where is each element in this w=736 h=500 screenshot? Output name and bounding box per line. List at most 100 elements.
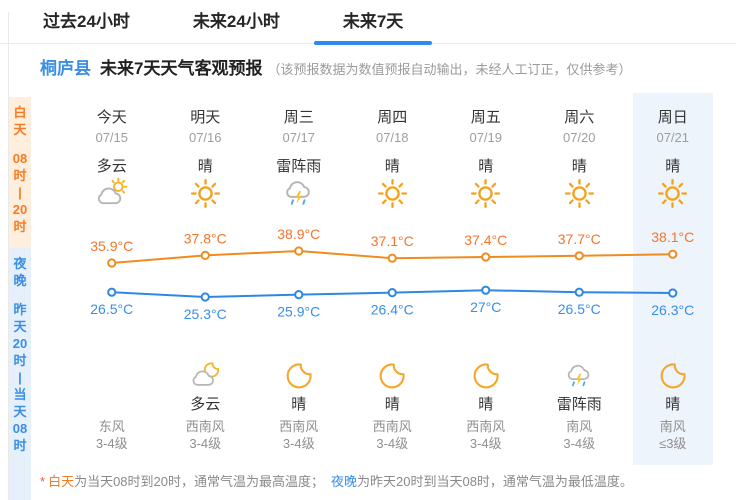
svg-text:37.8°C: 37.8°C <box>184 230 227 246</box>
day-weather-icon <box>346 177 440 213</box>
svg-text:26.3°C: 26.3°C <box>651 302 694 318</box>
svg-text:37.4°C: 37.4°C <box>464 232 507 248</box>
day-condition: 晴 <box>571 158 587 175</box>
page-title: 未来7天天气客观预报 <box>100 59 263 78</box>
wind-direction: 西南风 <box>372 419 412 434</box>
temperature-chart-row: 35.9°C 37.8°C 38.9°C 37.1°C 37.4°C 37.7°C 38.1… <box>65 213 720 353</box>
wind-level: 3-4级 <box>95 436 128 451</box>
day-condition: 多云 <box>96 158 127 175</box>
wind-direction: 东风 <box>98 419 125 434</box>
day-name: 今天 <box>96 109 127 126</box>
svg-text:27°C: 27°C <box>470 299 501 315</box>
day-condition: 雷阵雨 <box>276 158 322 175</box>
day-weather-icon <box>65 177 159 213</box>
wind-cell: 西南风 3-4级 <box>159 418 253 452</box>
wind-direction: 南风 <box>659 419 686 434</box>
day-condition: 晴 <box>384 158 400 175</box>
day-weather-icon <box>533 177 627 213</box>
footnote-night-text: 为昨天20时到当天08时，通常气温为最低温度。 <box>357 474 633 489</box>
day-date: 07/19 <box>469 130 503 145</box>
svg-text:25.3°C: 25.3°C <box>184 306 227 322</box>
tab-next-24h[interactable]: 未来24小时 <box>192 11 280 31</box>
wind-row: 东风 3-4级 西南风 3-4级 西南风 3-4级 西南风 3-4级 西南风 3-4级 南… <box>65 418 720 452</box>
wind-cell: 西南风 3-4级 <box>439 418 533 452</box>
footnote-day-term: 白天 <box>48 474 75 489</box>
wind-level: ≤3级 <box>659 436 687 451</box>
day-date: 07/16 <box>188 130 222 145</box>
svg-text:38.9°C: 38.9°C <box>277 226 320 242</box>
wind-direction: 西南风 <box>466 419 506 434</box>
wind-cell: 西南风 3-4级 <box>252 418 346 452</box>
night-weather-icon <box>439 353 533 391</box>
night-condition: 晴 <box>384 396 400 413</box>
wind-direction: 南风 <box>566 419 593 434</box>
highlighted-column-background <box>632 93 713 465</box>
day-weather-icon <box>159 177 253 213</box>
sidebar-night-label: 夜晚昨天 20 时 | 当天 08 时 <box>9 248 31 500</box>
day-date: 07/20 <box>562 130 596 145</box>
night-condition: 雷阵雨 <box>556 396 602 413</box>
night-weather-icon-row <box>65 353 720 391</box>
wind-level: 3-4级 <box>189 436 222 451</box>
night-weather-icon <box>65 353 159 391</box>
tab-bar: 过去24小时 未来24小时 未来7天 <box>0 0 736 44</box>
day-date: 07/17 <box>282 130 316 145</box>
wind-level: 3-4级 <box>563 436 596 451</box>
svg-text:26.4°C: 26.4°C <box>371 302 414 318</box>
svg-text:25.9°C: 25.9°C <box>277 304 320 320</box>
temperature-chart: 35.9°C 37.8°C 38.9°C 37.1°C 37.4°C 37.7°C 38.1… <box>90 226 694 322</box>
night-condition: 晴 <box>291 396 307 413</box>
tab-next-7days[interactable]: 未来7天 <box>343 10 403 34</box>
footnote-night-term: 夜晚 <box>331 474 358 489</box>
day-name: 周五 <box>470 109 501 126</box>
night-condition: 多云 <box>190 396 221 413</box>
wind-cell: 南风 3-4级 <box>533 418 627 452</box>
region-name: 桐庐县 <box>40 59 91 78</box>
disclaimer-note: （该预报数据为数值预报自动输出，未经人工订正，仅供参考） <box>267 62 632 77</box>
footnote-asterisk: * <box>40 474 46 489</box>
svg-text:35.9°C: 35.9°C <box>90 238 133 254</box>
svg-text:37.7°C: 37.7°C <box>558 231 601 247</box>
footnote: * 白天为当天08时到20时，通常气温为最高温度； 夜晚为昨天20时到当天08时，通… <box>40 473 736 491</box>
wind-level: 3-4级 <box>469 436 502 451</box>
night-weather-icon <box>346 353 440 391</box>
wind-direction: 西南风 <box>185 419 225 434</box>
day-weather-icon-row <box>65 177 720 213</box>
day-weather-icon <box>439 177 533 213</box>
day-name: 周六 <box>564 109 595 126</box>
day-condition-row: 多云 晴 雷阵雨 晴 晴 晴 晴 <box>65 155 720 177</box>
day-condition: 晴 <box>197 158 213 175</box>
wind-level: 3-4级 <box>376 436 409 451</box>
day-date: 07/21 <box>656 130 690 145</box>
night-condition: 晴 <box>478 396 494 413</box>
left-border-line <box>8 12 9 500</box>
day-name: 周四 <box>377 109 408 126</box>
day-name-row: 今天 明天 周三 周四 周五 周六 周日 <box>65 93 720 128</box>
wind-cell: 南风 ≤3级 <box>626 418 720 452</box>
wind-level: 3-4级 <box>282 436 315 451</box>
night-weather-icon <box>626 353 720 391</box>
svg-text:37.1°C: 37.1°C <box>371 233 414 249</box>
date-row: 07/15 07/16 07/17 07/18 07/19 07/20 07/2… <box>65 128 720 148</box>
night-weather-icon <box>252 353 346 391</box>
day-name: 周日 <box>657 109 688 126</box>
forecast-table: 今天 明天 周三 周四 周五 周六 周日 07/15 07/16 07/17 0… <box>65 93 720 467</box>
day-name: 明天 <box>190 109 221 126</box>
day-weather-icon <box>626 177 720 213</box>
forecast-header: 桐庐县 未来7天天气客观预报 （该预报数据为数值预报自动输出，未经人工订正，仅供参考… <box>0 44 736 93</box>
svg-text:26.5°C: 26.5°C <box>90 301 133 317</box>
wind-cell: 西南风 3-4级 <box>346 418 440 452</box>
sidebar-daytime-label: 白天 08 时 | 20 时 <box>9 97 31 248</box>
night-condition <box>65 393 159 415</box>
day-date: 07/18 <box>375 130 409 145</box>
day-date: 07/15 <box>95 130 129 145</box>
svg-text:38.1°C: 38.1°C <box>651 229 694 245</box>
night-condition-row: 多云 晴 晴 晴 雷阵雨 晴 <box>65 393 720 415</box>
wind-direction: 西南风 <box>279 419 319 434</box>
night-weather-icon <box>533 353 627 391</box>
tab-past-24h[interactable]: 过去24小时 <box>43 11 130 31</box>
wind-cell: 东风 3-4级 <box>65 418 159 452</box>
day-condition: 晴 <box>478 158 494 175</box>
day-condition: 晴 <box>665 158 681 175</box>
